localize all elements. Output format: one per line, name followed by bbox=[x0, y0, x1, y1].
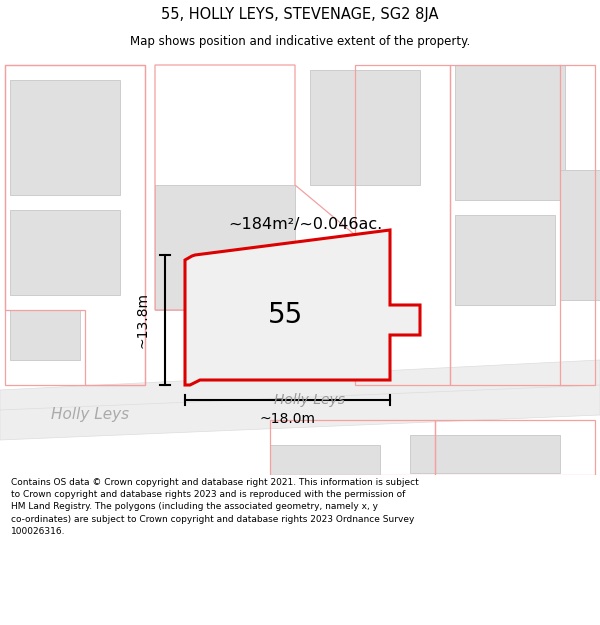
Bar bbox=[270, 445, 380, 475]
Text: Contains OS data © Crown copyright and database right 2021. This information is : Contains OS data © Crown copyright and d… bbox=[11, 478, 419, 536]
Bar bbox=[560, 170, 600, 300]
Bar bbox=[455, 215, 555, 305]
Bar bbox=[410, 435, 560, 473]
Bar bbox=[10, 210, 120, 295]
Bar bbox=[435, 420, 595, 475]
Bar bbox=[10, 310, 80, 360]
Bar bbox=[310, 70, 420, 185]
Text: 55: 55 bbox=[268, 301, 302, 329]
Text: Map shows position and indicative extent of the property.: Map shows position and indicative extent… bbox=[130, 35, 470, 48]
Bar bbox=[455, 65, 565, 200]
Text: 55, HOLLY LEYS, STEVENAGE, SG2 8JA: 55, HOLLY LEYS, STEVENAGE, SG2 8JA bbox=[161, 8, 439, 22]
Polygon shape bbox=[185, 230, 420, 385]
Text: ~13.8m: ~13.8m bbox=[136, 292, 150, 348]
Bar bbox=[10, 80, 120, 195]
Bar bbox=[5, 65, 145, 385]
Bar bbox=[155, 185, 295, 310]
Text: ~18.0m: ~18.0m bbox=[260, 412, 316, 426]
Text: Holly Leys: Holly Leys bbox=[275, 393, 346, 407]
Bar bbox=[270, 420, 435, 475]
Polygon shape bbox=[0, 360, 600, 440]
Text: ~184m²/~0.046ac.: ~184m²/~0.046ac. bbox=[228, 217, 382, 232]
Bar bbox=[355, 65, 450, 385]
Bar bbox=[450, 65, 595, 385]
Text: Holly Leys: Holly Leys bbox=[51, 408, 129, 422]
